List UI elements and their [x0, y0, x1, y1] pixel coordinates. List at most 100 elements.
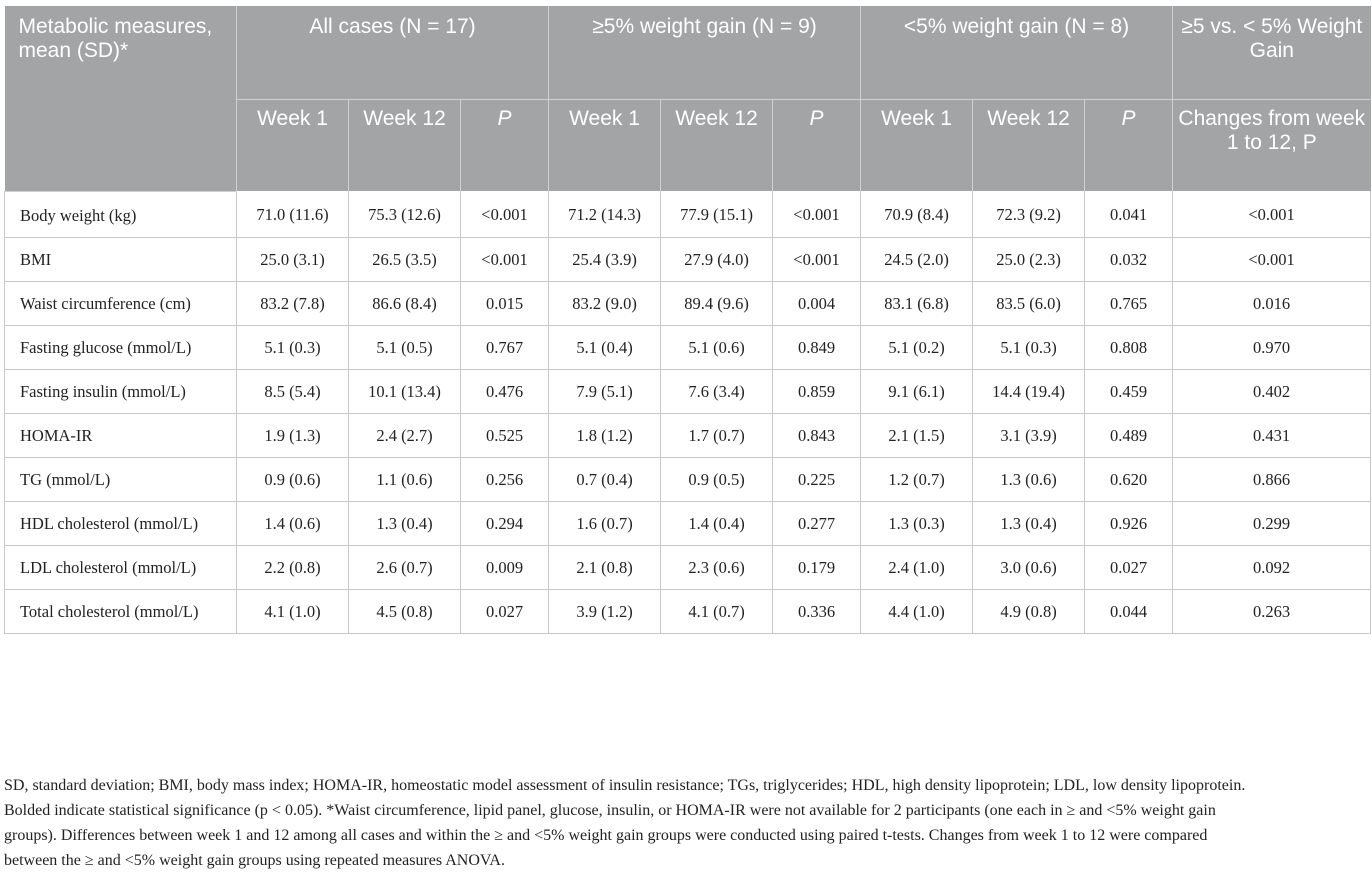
table-row: Waist circumference (cm) 83.2 (7.8) 86.6 (…	[4, 281, 1372, 326]
header-lt5-p: P	[1084, 99, 1174, 191]
table-cell: 5.1 (0.6)	[660, 325, 774, 370]
table-cell: 5.1 (0.5)	[348, 325, 461, 370]
table-cell: 0.525	[460, 413, 550, 458]
table-row: Total cholesterol (mmol/L) 4.1 (1.0) 4.5 (…	[4, 589, 1372, 634]
table-cell: 2.1 (0.8)	[548, 545, 662, 590]
metabolic-measures-table: Metabolic measures, mean (SD)* All cases…	[4, 6, 1372, 634]
table-cell: 1.3 (0.6)	[972, 457, 1086, 502]
table-row: Fasting insulin (mmol/L) 8.5 (5.4) 10.1 (1…	[4, 369, 1372, 414]
row-label: TG (mmol/L)	[4, 457, 237, 502]
table-cell: 1.3 (0.3)	[860, 501, 974, 546]
header-lt5-weight-gain: <5% weight gain (N = 8)	[860, 6, 1174, 100]
table-cell: <0.001	[1172, 237, 1372, 282]
table-cell: 2.4 (2.7)	[348, 413, 461, 458]
table-cell: <0.001	[460, 191, 550, 238]
row-label: BMI	[4, 237, 237, 282]
table-cell: 0.926	[1084, 501, 1174, 546]
table-cell: 25.0 (3.1)	[236, 237, 349, 282]
table-cell: 5.1 (0.3)	[972, 325, 1086, 370]
table-cell: 0.277	[772, 501, 862, 546]
table-row: HOMA-IR 1.9 (1.3) 2.4 (2.7) 0.525 1.8 (1.2) 1…	[4, 413, 1372, 458]
table-cell: 1.3 (0.4)	[348, 501, 461, 546]
table-cell: 0.299	[1172, 501, 1372, 546]
table-cell: <0.001	[772, 191, 862, 238]
header-all-week1: Week 1	[236, 99, 349, 191]
table-cell: 0.843	[772, 413, 862, 458]
row-label: HDL cholesterol (mmol/L)	[4, 501, 237, 546]
header-all-cases: All cases (N = 17)	[236, 6, 550, 100]
table-cell: 0.009	[460, 545, 550, 590]
table-cell: 0.092	[1172, 545, 1372, 590]
table-cell: 0.027	[460, 589, 550, 634]
table-cell: 0.765	[1084, 281, 1174, 326]
table-cell: 4.9 (0.8)	[972, 589, 1086, 634]
table-cell: 1.9 (1.3)	[236, 413, 349, 458]
table-cell: 9.1 (6.1)	[860, 369, 974, 414]
table-cell: 5.1 (0.2)	[860, 325, 974, 370]
table-cell: 0.9 (0.6)	[236, 457, 349, 502]
table-cell: 26.5 (3.5)	[348, 237, 461, 282]
table-cell: <0.001	[772, 237, 862, 282]
table-cell: 83.2 (9.0)	[548, 281, 662, 326]
table-cell: 83.2 (7.8)	[236, 281, 349, 326]
table-cell: 3.0 (0.6)	[972, 545, 1086, 590]
table-cell: 2.3 (0.6)	[660, 545, 774, 590]
table-cell: 10.1 (13.4)	[348, 369, 461, 414]
table-cell: 2.1 (1.5)	[860, 413, 974, 458]
table-container: Metabolic measures, mean (SD)* All cases…	[4, 6, 1372, 634]
table-row: Fasting glucose (mmol/L) 5.1 (0.3) 5.1 (0.…	[4, 325, 1372, 370]
table-cell: 4.5 (0.8)	[348, 589, 461, 634]
header-ge5-week1: Week 1	[548, 99, 662, 191]
table-cell: 8.5 (5.4)	[236, 369, 349, 414]
table-cell: 0.336	[772, 589, 862, 634]
header-all-p: P	[460, 99, 550, 191]
table-cell: <0.001	[1172, 191, 1372, 238]
table-cell: 14.4 (19.4)	[972, 369, 1086, 414]
table-cell: 2.4 (1.0)	[860, 545, 974, 590]
table-cell: 0.044	[1084, 589, 1174, 634]
table-cell: 0.431	[1172, 413, 1372, 458]
table-cell: 25.0 (2.3)	[972, 237, 1086, 282]
table-cell: 0.866	[1172, 457, 1372, 502]
table-cell: 3.1 (3.9)	[972, 413, 1086, 458]
table-cell: 0.256	[460, 457, 550, 502]
footnote-line: Bolded indicate statistical significance…	[4, 802, 1216, 819]
table-cell: 0.041	[1084, 191, 1174, 238]
table-row: HDL cholesterol (mmol/L) 1.4 (0.6) 1.3 (0.…	[4, 501, 1372, 546]
table-cell: 70.9 (8.4)	[860, 191, 974, 238]
table-cell: 5.1 (0.4)	[548, 325, 662, 370]
table-cell: 0.225	[772, 457, 862, 502]
footnote-line: SD, standard deviation; BMI, body mass i…	[4, 777, 1246, 794]
table-cell: 0.489	[1084, 413, 1174, 458]
row-label: Body weight (kg)	[4, 191, 237, 238]
header-ge5-weight-gain: ≥5% weight gain (N = 9)	[548, 6, 862, 100]
table-cell: 0.859	[772, 369, 862, 414]
table-cell: 0.620	[1084, 457, 1174, 502]
table-row: BMI 25.0 (3.1) 26.5 (3.5) <0.001 25.4 (3.9) 2…	[4, 237, 1372, 282]
table-cell: 0.004	[772, 281, 862, 326]
header-ge5-p: P	[772, 99, 862, 191]
table-cell: 4.1 (1.0)	[236, 589, 349, 634]
footnote-line: groups). Differences between week 1 and …	[4, 827, 1208, 844]
table-cell: 71.0 (11.6)	[236, 191, 349, 238]
table-cell: 0.476	[460, 369, 550, 414]
table-cell: 0.032	[1084, 237, 1174, 282]
table-cell: 27.9 (4.0)	[660, 237, 774, 282]
row-label: Fasting insulin (mmol/L)	[4, 369, 237, 414]
header-lt5-week12: Week 12	[972, 99, 1086, 191]
table-cell: 1.4 (0.4)	[660, 501, 774, 546]
table-cell: 0.016	[1172, 281, 1372, 326]
header-comparison: ≥5 vs. < 5% Weight Gain	[1172, 6, 1371, 100]
table-cell: 4.4 (1.0)	[860, 589, 974, 634]
footnote-line: between the ≥ and <5% weight gain groups…	[4, 852, 505, 869]
table-cell: 83.5 (6.0)	[972, 281, 1086, 326]
table-cell: 89.4 (9.6)	[660, 281, 774, 326]
table-cell: 0.263	[1172, 589, 1372, 634]
table-cell: 86.6 (8.4)	[348, 281, 461, 326]
table-cell: <0.001	[460, 237, 550, 282]
row-label: Total cholesterol (mmol/L)	[4, 589, 237, 634]
table-row: LDL cholesterol (mmol/L) 2.2 (0.8) 2.6 (0.…	[4, 545, 1372, 590]
table-cell: 0.294	[460, 501, 550, 546]
table-cell: 2.6 (0.7)	[348, 545, 461, 590]
header-changes-p: Changes from week 1 to 12, P	[1172, 99, 1371, 191]
